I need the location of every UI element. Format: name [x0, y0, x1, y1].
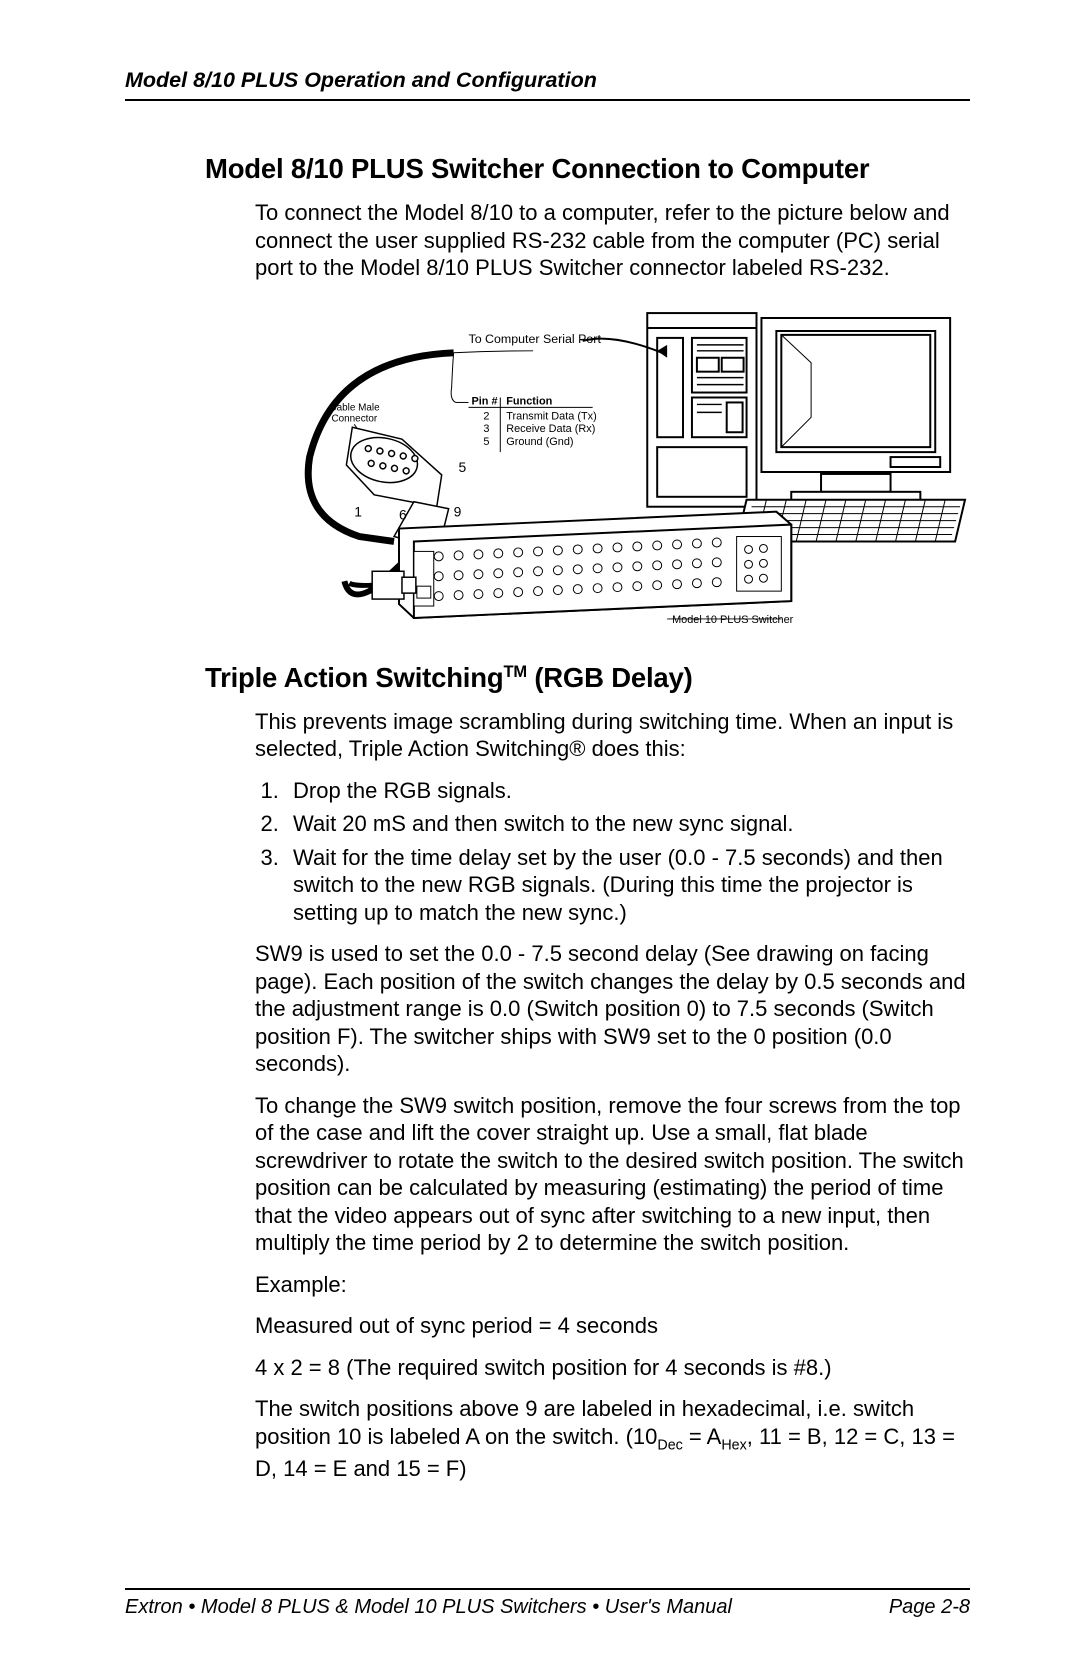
page-footer: Extron • Model 8 PLUS & Model 10 PLUS Sw… — [125, 1588, 970, 1619]
figure-serial-label: To Computer Serial Port — [469, 331, 602, 345]
section2-steps: Drop the RGB signals. Wait 20 mS and the… — [285, 777, 970, 927]
cable-male-label-1: Cable Male — [329, 402, 380, 413]
step-3: Wait for the time delay set by the user … — [285, 844, 970, 927]
section1-para1: To connect the Model 8/10 to a computer,… — [255, 199, 970, 282]
svg-text:5: 5 — [483, 436, 489, 448]
connection-diagram: To Computer Serial Port Pin # Function 2… — [255, 302, 970, 632]
section2-example-label: Example: — [255, 1271, 970, 1299]
svg-text:6: 6 — [399, 506, 407, 522]
svg-text:Function: Function — [506, 395, 552, 407]
svg-text:Pin #: Pin # — [471, 395, 497, 407]
footer-right: Page 2-8 — [889, 1596, 970, 1619]
footer-left: Extron • Model 8 PLUS & Model 10 PLUS Sw… — [125, 1596, 732, 1619]
monitor-icon — [761, 318, 950, 502]
svg-text:5: 5 — [459, 458, 467, 474]
step-2: Wait 20 mS and then switch to the new sy… — [285, 810, 970, 838]
svg-text:Receive Data (Rx): Receive Data (Rx) — [506, 423, 595, 435]
section2-change: To change the SW9 switch position, remov… — [255, 1092, 970, 1257]
section2-measured: Measured out of sync period = 4 seconds — [255, 1312, 970, 1340]
svg-text:1: 1 — [354, 503, 362, 519]
section2-calc: 4 x 2 = 8 (The required switch position … — [255, 1354, 970, 1382]
computer-tower-icon — [647, 313, 756, 507]
svg-text:2: 2 — [483, 410, 489, 422]
section2-sw9: SW9 is used to set the 0.0 - 7.5 second … — [255, 940, 970, 1078]
section2-intro: This prevents image scrambling during sw… — [255, 708, 970, 763]
pin-table: Pin # Function 2 Transmit Data (Tx) 3 Re… — [451, 352, 597, 451]
page: Model 8/10 PLUS Operation and Configurat… — [0, 0, 1080, 1669]
section1-body: To connect the Model 8/10 to a computer,… — [255, 199, 970, 662]
svg-text:Ground (Gnd): Ground (Gnd) — [506, 436, 573, 448]
running-header: Model 8/10 PLUS Operation and Configurat… — [125, 68, 970, 101]
svg-text:3: 3 — [483, 423, 489, 435]
section2-heading: Triple Action SwitchingTM (RGB Delay) — [205, 662, 970, 694]
svg-text:9: 9 — [454, 503, 462, 519]
cable-male-label-2: Connector — [331, 413, 377, 424]
figure-wrap: To Computer Serial Port Pin # Function 2… — [255, 302, 970, 632]
svg-text:Transmit Data (Tx): Transmit Data (Tx) — [506, 410, 597, 422]
switcher-label: Model 10 PLUS Switcher — [672, 613, 794, 625]
step-1: Drop the RGB signals. — [285, 777, 970, 805]
section2-hex: The switch positions above 9 are labeled… — [255, 1395, 970, 1482]
section1-heading: Model 8/10 PLUS Switcher Connection to C… — [205, 153, 970, 185]
section2-body: This prevents image scrambling during sw… — [255, 708, 970, 1497]
